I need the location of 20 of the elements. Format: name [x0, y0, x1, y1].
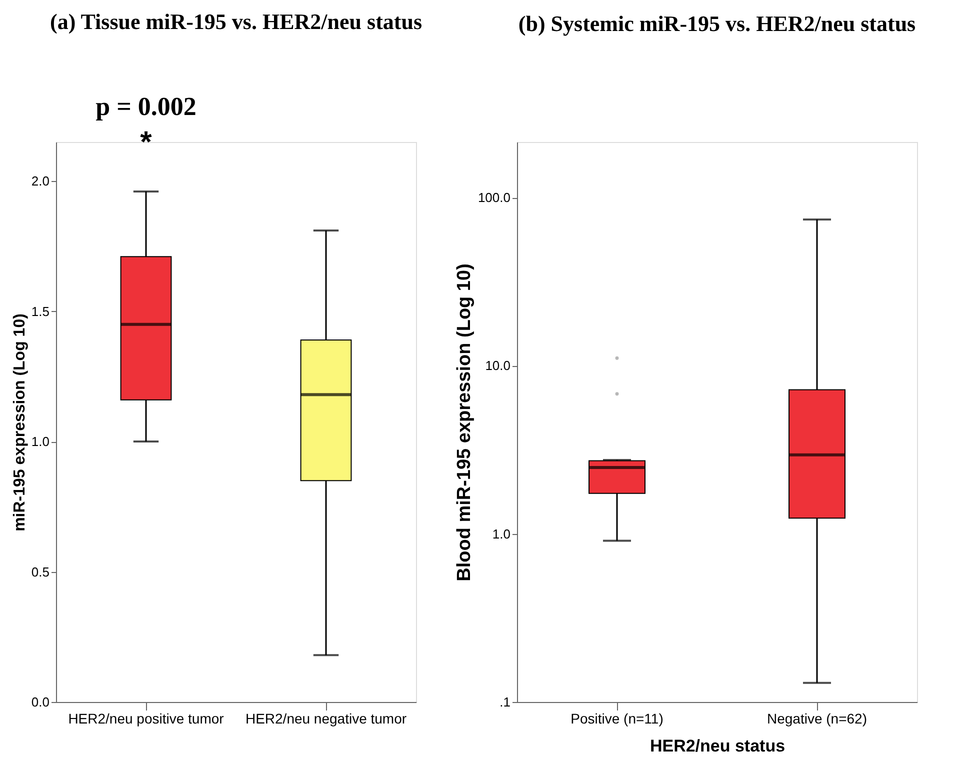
x-tick-label: HER2/neu negative tumor: [245, 710, 407, 726]
y-tick-label: 0.5: [31, 564, 50, 580]
y-tick-label: 2.0: [31, 174, 50, 189]
chart-title: (b) Systemic miR-195 vs. HER2/neu status: [518, 11, 916, 36]
y-axis-title: Blood miR-195 expression (Log 10): [454, 264, 475, 582]
x-tick-label: HER2/neu positive tumor: [68, 710, 224, 726]
x-tick-label: Positive (n=11): [570, 710, 664, 726]
text: p = 0.002: [96, 92, 196, 121]
y-axis-title: miR-195 expression (Log 10): [11, 314, 28, 532]
y-tick-label: 0.0: [31, 694, 50, 710]
y-tick-label: 100.0: [478, 190, 510, 206]
y-tick-label: 1.0: [492, 526, 510, 542]
y-tick-label: .1: [500, 694, 510, 710]
y-tick-label: 1.5: [31, 304, 50, 319]
y-tick-label: 1.0: [31, 434, 50, 450]
x-axis-title: HER2/neu status: [650, 736, 786, 756]
chart-title: (a) Tissue miR-195 vs. HER2/neu status: [50, 9, 422, 34]
y-tick-label: 10.0: [485, 358, 510, 374]
x-tick-label: Negative (n=62): [766, 710, 868, 726]
annotation: *: [140, 126, 152, 159]
